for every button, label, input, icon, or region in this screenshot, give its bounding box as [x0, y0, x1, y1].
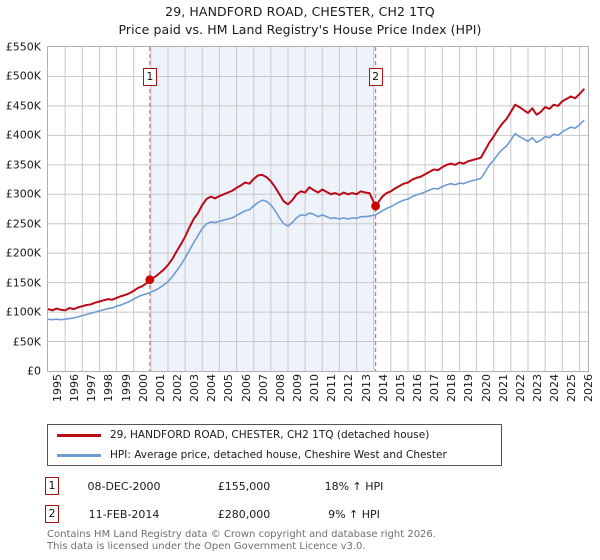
y-axis-tick-label: £200K [5, 246, 41, 260]
x-axis-tick-label: 2023 [531, 374, 544, 402]
status-badge: 2 [45, 505, 59, 523]
series-line-property-price [48, 88, 585, 312]
x-axis-tick-label: 2017 [428, 374, 442, 402]
y-axis-tick-label: £500K [5, 69, 41, 83]
x-axis-tick-label: 2012 [342, 374, 356, 402]
y-axis-tick-label: £300K [5, 187, 41, 201]
grid-lines [48, 47, 588, 371]
transaction-hpi-delta: 9% ↑ HPI [328, 507, 380, 521]
x-axis-tick-label: 2020 [479, 374, 493, 402]
legend-label-property: 29, HANDFORD ROAD, CHESTER, CH2 1TQ (det… [110, 429, 430, 441]
transaction-date: 11-FEB-2014 [88, 507, 160, 521]
transaction-date: 08-DEC-2000 [87, 479, 161, 493]
ownership-period-band [149, 47, 376, 371]
x-axis-tick-label: 2013 [359, 374, 373, 402]
sale-point-marker[interactable] [371, 201, 380, 211]
x-axis-tick-label: 1996 [68, 374, 82, 402]
legend-row: 29, HANDFORD ROAD, CHESTER, CH2 1TQ (det… [48, 425, 501, 445]
transaction-table: 1 08-DEC-2000 £155,000 18% ↑ HPI 2 11-FE… [45, 472, 505, 528]
x-axis-tick-label: 2004 [205, 374, 219, 402]
y-axis-tick-label: £50K [12, 335, 41, 349]
x-axis-tick-label: 2009 [291, 374, 304, 402]
footer-attribution: Contains HM Land Registry data © Crown c… [47, 529, 577, 553]
x-axis-tick-label: 2002 [171, 374, 184, 402]
x-axis-tick-label: 2005 [222, 374, 236, 402]
y-axis-tick-label: £400K [5, 128, 41, 142]
status-badge: 1 [45, 477, 59, 495]
x-axis-tick-label: 2026 [582, 374, 596, 402]
footer-line-copyright: Contains HM Land Registry data © Crown c… [47, 529, 436, 540]
legend-swatch-property-line [57, 433, 101, 437]
x-axis-tick-label: 2006 [239, 374, 253, 402]
x-axis-tick-label: 2000 [136, 374, 150, 402]
x-axis-tick-label: 2021 [496, 374, 510, 402]
x-axis-tick-label: 2015 [393, 374, 407, 402]
y-axis-tick-label: £250K [5, 217, 41, 231]
x-axis-tick-label: 1995 [51, 374, 64, 402]
chart-legend: 29, HANDFORD ROAD, CHESTER, CH2 1TQ (det… [47, 424, 502, 466]
x-axis-tick-label: 2008 [273, 374, 287, 402]
page-title: 29, HANDFORD ROAD, CHESTER, CH2 1TQ [165, 4, 435, 19]
x-axis-tick-label: 2007 [256, 374, 270, 402]
table-row: 2 11-FEB-2014 £280,000 9% ↑ HPI [45, 500, 505, 528]
y-axis-labels: £0 £50K £100K £150K £200K £250K £300K £350K £400… [0, 42, 44, 377]
x-axis-tick-label: 2016 [411, 374, 424, 402]
marker-callout-2[interactable]: 2 [368, 68, 383, 86]
y-axis-tick-label: £0 [27, 364, 41, 378]
x-axis-labels: 1995 1996 1997 1998 1999 2000 2001 2002 2003 2004… [47, 374, 595, 420]
x-axis-tick-label: 1998 [102, 374, 116, 402]
marker-callout-1[interactable]: 1 [142, 68, 157, 86]
y-axis-tick-label: £550K [5, 40, 41, 54]
y-axis-tick-label: £100K [5, 305, 41, 319]
series-line-hpi [48, 119, 585, 321]
footer-line-licence: This data is licensed under the Open Gov… [47, 541, 366, 552]
page-subtitle: Price paid vs. HM Land Registry's House … [118, 22, 482, 37]
x-axis-tick-label: 2024 [548, 374, 562, 402]
x-axis-tick-label: 2018 [445, 374, 459, 402]
legend-swatch-hpi-line [57, 453, 101, 457]
table-row: 1 08-DEC-2000 £155,000 18% ↑ HPI [45, 472, 505, 500]
sale-point-marker[interactable] [145, 275, 155, 285]
x-axis-tick-label: 2022 [513, 374, 527, 402]
y-axis-tick-label: £350K [5, 158, 41, 172]
y-axis-tick-label: £450K [5, 99, 41, 113]
y-axis-tick-label: £150K [5, 276, 41, 290]
transaction-price: £280,000 [217, 507, 271, 521]
transaction-hpi-delta: 18% ↑ HPI [324, 479, 384, 493]
plot-area [47, 46, 589, 372]
legend-label-hpi: HPI: Average price, detached house, Ches… [110, 449, 447, 461]
transaction-price: £155,000 [217, 479, 271, 493]
x-axis-tick-label: 2001 [153, 374, 167, 402]
x-axis-tick-label: 2011 [325, 374, 339, 402]
x-axis-tick-label: 1999 [119, 374, 133, 402]
x-axis-tick-label: 1997 [85, 374, 99, 402]
x-axis-tick-label: 2019 [462, 374, 476, 402]
chart-canvas [48, 47, 588, 371]
x-axis-tick-label: 2025 [565, 374, 579, 402]
x-axis-tick-label: 2014 [376, 374, 390, 402]
chart-title-block: 29, HANDFORD ROAD, CHESTER, CH2 1TQ Pric… [0, 0, 600, 39]
x-axis-tick-label: 2003 [188, 374, 202, 402]
x-axis-tick-label: 2010 [308, 374, 322, 402]
legend-row: HPI: Average price, detached house, Ches… [48, 445, 501, 465]
